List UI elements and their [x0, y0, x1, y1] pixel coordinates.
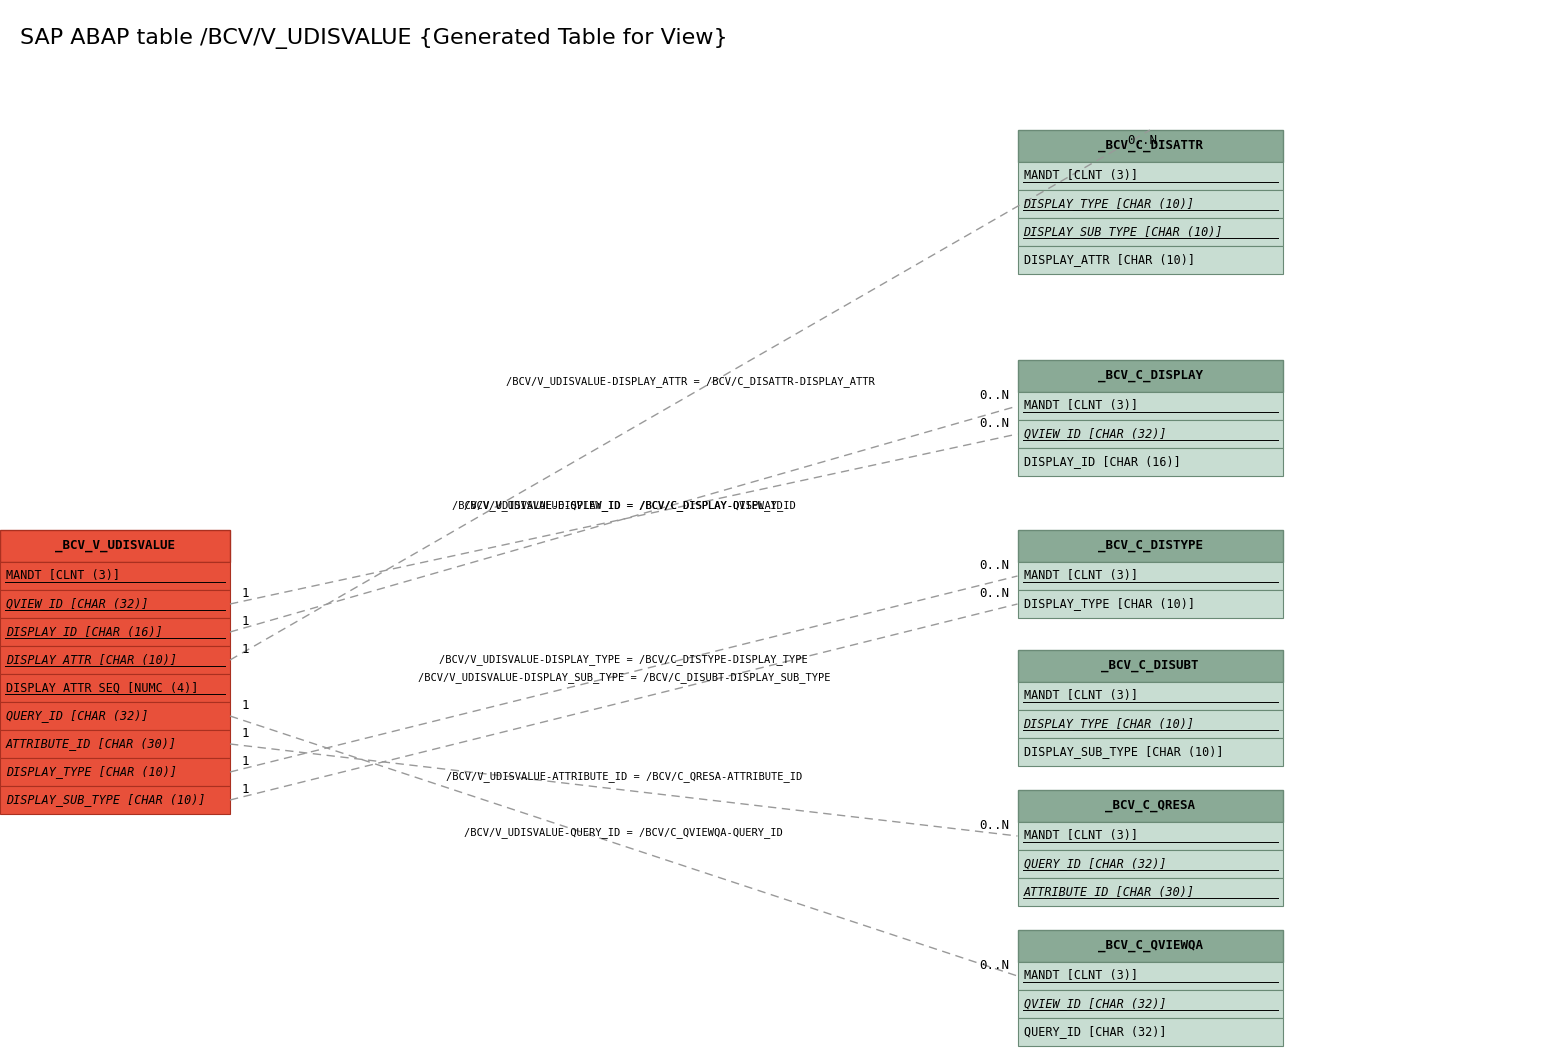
Text: DISPLAY_ATTR_SEQ [NUMC (4)]: DISPLAY_ATTR_SEQ [NUMC (4)]: [6, 681, 198, 695]
Text: 0..N: 0..N: [980, 559, 1009, 572]
Text: _BCV_C_DISPLAY: _BCV_C_DISPLAY: [1098, 369, 1203, 383]
Text: 0..N: 0..N: [980, 959, 1009, 972]
Text: /BCV/V_UDISVALUE-DISPLAY_ATTR = /BCV/C_DISATTR-DISPLAY_ATTR: /BCV/V_UDISVALUE-DISPLAY_ATTR = /BCV/C_D…: [505, 376, 874, 387]
Bar: [1017, 131, 1282, 162]
Text: _BCV_V_UDISVALUE: _BCV_V_UDISVALUE: [55, 539, 175, 553]
Text: _BCV_C_DISATTR: _BCV_C_DISATTR: [1098, 139, 1203, 153]
Text: /BCV/V_UDISVALUE-DISPLAY_ID = /BCV/C_DISPLAY-DISPLAY_ID: /BCV/V_UDISVALUE-DISPLAY_ID = /BCV/C_DIS…: [452, 500, 796, 511]
Bar: [1017, 650, 1282, 682]
Bar: [1017, 218, 1282, 246]
Text: _BCV_C_QRESA: _BCV_C_QRESA: [1104, 800, 1195, 813]
Text: /BCV/V_UDISVALUE-DISPLAY_TYPE = /BCV/C_DISTYPE-DISPLAY_TYPE: /BCV/V_UDISVALUE-DISPLAY_TYPE = /BCV/C_D…: [440, 655, 808, 665]
Text: _BCV_C_DISUBT: _BCV_C_DISUBT: [1101, 660, 1198, 673]
Text: DISPLAY_ID [CHAR (16)]: DISPLAY_ID [CHAR (16)]: [6, 626, 162, 639]
Text: DISPLAY_SUB_TYPE [CHAR (10)]: DISPLAY_SUB_TYPE [CHAR (10)]: [6, 794, 206, 806]
Bar: [0, 674, 229, 702]
Text: 1: 1: [242, 783, 250, 796]
Text: 1: 1: [242, 727, 250, 740]
Text: SAP ABAP table /BCV/V_UDISVALUE {Generated Table for View}: SAP ABAP table /BCV/V_UDISVALUE {Generat…: [20, 28, 727, 49]
Bar: [1017, 1017, 1282, 1046]
Text: 1: 1: [242, 643, 250, 656]
Bar: [1017, 710, 1282, 738]
Text: /BCV/V_UDISVALUE-QUERY_ID = /BCV/C_QVIEWQA-QUERY_ID: /BCV/V_UDISVALUE-QUERY_ID = /BCV/C_QVIEW…: [465, 828, 783, 838]
Text: 0..N: 0..N: [980, 819, 1009, 832]
Bar: [1017, 360, 1282, 392]
Bar: [0, 758, 229, 786]
Text: 0..N: 0..N: [980, 417, 1009, 430]
Bar: [0, 730, 229, 758]
Text: QVIEW_ID [CHAR (32)]: QVIEW_ID [CHAR (32)]: [1023, 997, 1165, 1010]
Text: 1: 1: [242, 587, 250, 601]
Text: MANDT [CLNT (3)]: MANDT [CLNT (3)]: [1023, 400, 1137, 413]
Bar: [1017, 392, 1282, 420]
Bar: [1017, 879, 1282, 906]
Text: QUERY_ID [CHAR (32)]: QUERY_ID [CHAR (32)]: [1023, 857, 1165, 870]
Bar: [1017, 930, 1282, 962]
Bar: [1017, 246, 1282, 274]
Bar: [0, 590, 229, 618]
Text: 0..N: 0..N: [980, 587, 1009, 601]
Bar: [0, 702, 229, 730]
Text: _BCV_C_DISTYPE: _BCV_C_DISTYPE: [1098, 539, 1203, 553]
Bar: [0, 562, 229, 590]
Text: DISPLAY_TYPE [CHAR (10)]: DISPLAY_TYPE [CHAR (10)]: [1023, 597, 1195, 610]
Text: QUERY_ID [CHAR (32)]: QUERY_ID [CHAR (32)]: [6, 710, 148, 723]
Text: DISPLAY_TYPE [CHAR (10)]: DISPLAY_TYPE [CHAR (10)]: [1023, 197, 1195, 210]
Text: QVIEW_ID [CHAR (32)]: QVIEW_ID [CHAR (32)]: [1023, 428, 1165, 440]
Bar: [1017, 962, 1282, 990]
Bar: [1017, 738, 1282, 766]
Text: MANDT [CLNT (3)]: MANDT [CLNT (3)]: [1023, 690, 1137, 702]
Text: MANDT [CLNT (3)]: MANDT [CLNT (3)]: [1023, 830, 1137, 842]
Bar: [0, 646, 229, 674]
Text: DISPLAY_SUB_TYPE [CHAR (10)]: DISPLAY_SUB_TYPE [CHAR (10)]: [1023, 746, 1223, 759]
Text: _BCV_C_QVIEWQA: _BCV_C_QVIEWQA: [1098, 939, 1203, 953]
Bar: [1017, 190, 1282, 218]
Text: DISPLAY_SUB_TYPE [CHAR (10)]: DISPLAY_SUB_TYPE [CHAR (10)]: [1023, 226, 1223, 239]
Text: 0..N: 0..N: [1126, 134, 1158, 147]
Text: DISPLAY_ATTR [CHAR (10)]: DISPLAY_ATTR [CHAR (10)]: [6, 654, 176, 666]
Text: MANDT [CLNT (3)]: MANDT [CLNT (3)]: [6, 570, 120, 582]
Bar: [1017, 990, 1282, 1017]
Text: 1: 1: [242, 755, 250, 768]
Bar: [0, 618, 229, 646]
Text: 1: 1: [242, 699, 250, 712]
Text: MANDT [CLNT (3)]: MANDT [CLNT (3)]: [1023, 570, 1137, 582]
Bar: [1017, 850, 1282, 879]
Bar: [1017, 162, 1282, 190]
Text: 1: 1: [242, 615, 250, 628]
Text: DISPLAY_ATTR [CHAR (10)]: DISPLAY_ATTR [CHAR (10)]: [1023, 254, 1195, 266]
Text: /BCV/V_UDISVALUE-QVIEW_ID = /BCV/C_DISPLAY-QVIEW_ID: /BCV/V_UDISVALUE-QVIEW_ID = /BCV/C_DISPL…: [465, 500, 783, 511]
Text: QUERY_ID [CHAR (32)]: QUERY_ID [CHAR (32)]: [1023, 1026, 1165, 1039]
Text: DISPLAY_ID [CHAR (16)]: DISPLAY_ID [CHAR (16)]: [1023, 455, 1181, 469]
Text: DISPLAY_TYPE [CHAR (10)]: DISPLAY_TYPE [CHAR (10)]: [6, 765, 176, 779]
Text: /BCV/V_UDISVALUE-ATTRIBUTE_ID = /BCV/C_QRESA-ATTRIBUTE_ID: /BCV/V_UDISVALUE-ATTRIBUTE_ID = /BCV/C_Q…: [446, 771, 802, 782]
Bar: [1017, 530, 1282, 562]
Bar: [1017, 682, 1282, 710]
Bar: [0, 530, 229, 562]
Bar: [1017, 562, 1282, 590]
Text: MANDT [CLNT (3)]: MANDT [CLNT (3)]: [1023, 170, 1137, 182]
Text: ATTRIBUTE_ID [CHAR (30)]: ATTRIBUTE_ID [CHAR (30)]: [1023, 886, 1195, 899]
Bar: [1017, 420, 1282, 448]
Bar: [1017, 822, 1282, 850]
Bar: [1017, 790, 1282, 822]
Bar: [1017, 590, 1282, 618]
Bar: [1017, 448, 1282, 476]
Text: QVIEW_ID [CHAR (32)]: QVIEW_ID [CHAR (32)]: [6, 597, 148, 610]
Text: ATTRIBUTE_ID [CHAR (30)]: ATTRIBUTE_ID [CHAR (30)]: [6, 737, 176, 750]
Text: 0..N: 0..N: [980, 389, 1009, 402]
Text: MANDT [CLNT (3)]: MANDT [CLNT (3)]: [1023, 970, 1137, 982]
Bar: [0, 786, 229, 814]
Text: /BCV/V_UDISVALUE-DISPLAY_SUB_TYPE = /BCV/C_DISUBT-DISPLAY_SUB_TYPE: /BCV/V_UDISVALUE-DISPLAY_SUB_TYPE = /BCV…: [418, 673, 830, 683]
Text: DISPLAY_TYPE [CHAR (10)]: DISPLAY_TYPE [CHAR (10)]: [1023, 717, 1195, 731]
